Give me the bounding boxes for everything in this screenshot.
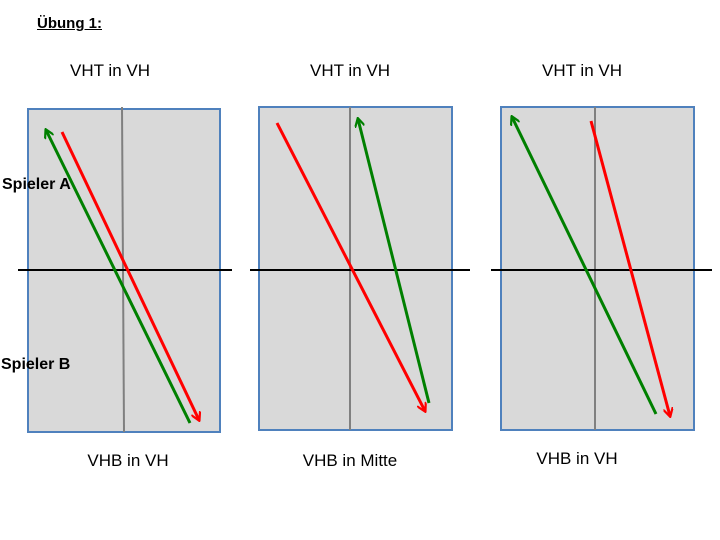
panel-3-bottom-label: VHB in VH: [536, 449, 618, 468]
red-arrow-3: [589, 120, 670, 416]
court-2: [258, 106, 453, 431]
panel-2-top-label: VHT in VH: [310, 61, 390, 80]
player-b-label: Spieler B: [1, 356, 71, 373]
player-a-label: Spieler A: [2, 176, 71, 193]
green-arrow-3: [512, 117, 658, 415]
red-arrow-2: [275, 122, 425, 411]
court-panel-2: [250, 106, 470, 431]
panel-1-top-label: VHT in VH: [70, 61, 150, 80]
green-arrow-1: [46, 130, 192, 424]
court-panel-1: [18, 106, 232, 433]
court-panel-3: [491, 106, 712, 431]
exercise-title: Übung 1:: [37, 15, 102, 32]
panel-3-top-label: VHT in VH: [542, 61, 622, 80]
panel-2-bottom-label: VHB in Mitte: [302, 451, 398, 470]
green-arrow-2: [358, 119, 431, 404]
panel-1-bottom-label: VHB in VH: [87, 451, 169, 470]
red-arrow-1: [60, 131, 199, 420]
